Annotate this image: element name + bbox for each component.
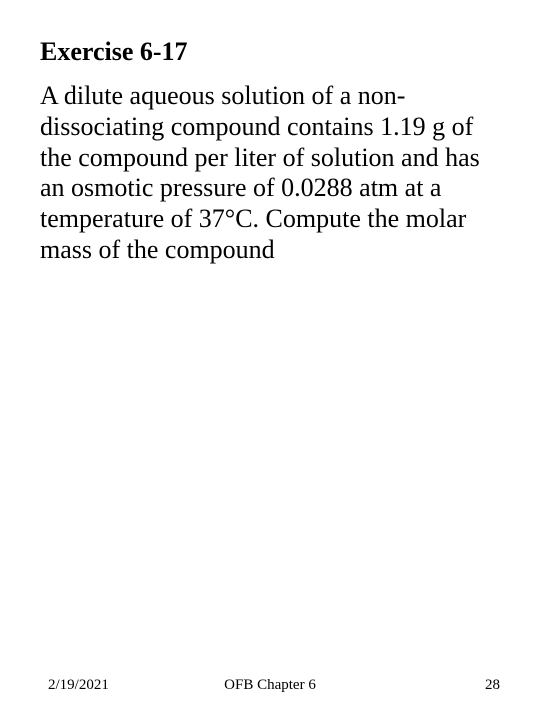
footer-page-number: 28 (485, 677, 500, 694)
footer-date: 2/19/2021 (48, 677, 109, 694)
exercise-title: Exercise 6-17 (40, 36, 500, 67)
slide-footer: 2/19/2021 OFB Chapter 6 28 (0, 677, 540, 694)
footer-center: OFB Chapter 6 (224, 677, 316, 694)
slide-page: Exercise 6-17 A dilute aqueous solution … (0, 0, 540, 720)
exercise-body: A dilute aqueous solution of a non-disso… (40, 81, 500, 265)
